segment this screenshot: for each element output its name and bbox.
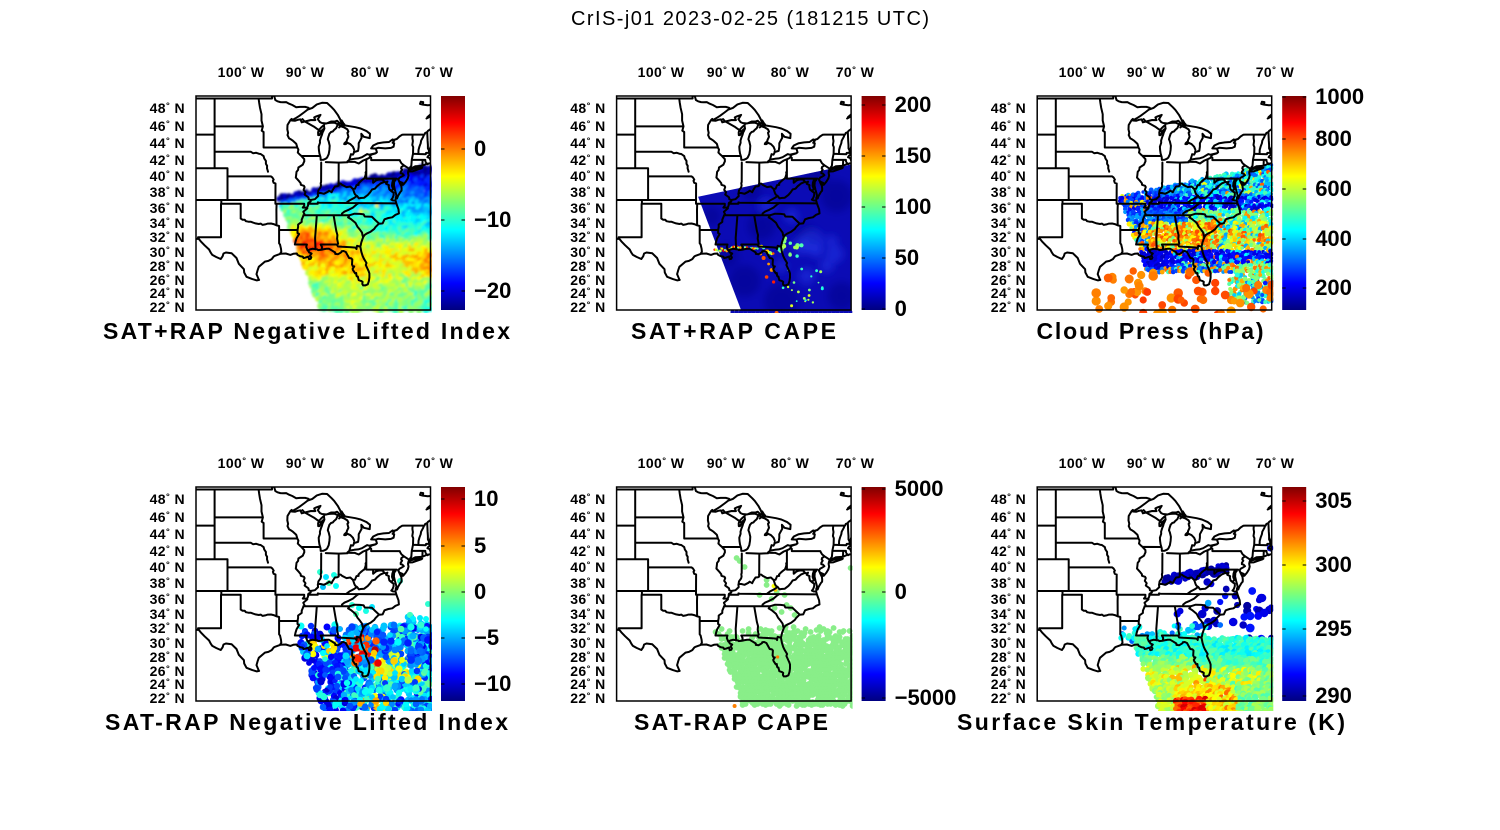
svg-text:0: 0 [474,579,486,604]
svg-text:1000: 1000 [1315,84,1364,109]
svg-text:0: 0 [895,296,907,321]
svg-text:100° W: 100° W [218,455,265,471]
svg-text:−5: −5 [474,625,499,650]
svg-text:5: 5 [474,533,486,558]
svg-text:150: 150 [895,143,932,168]
svg-text:−20: −20 [474,278,511,303]
svg-text:200: 200 [895,92,932,117]
svg-text:400: 400 [1315,226,1352,251]
svg-text:100: 100 [895,194,932,219]
svg-text:−10: −10 [474,207,511,232]
svg-text:SAT-RAP Negative Lifted Index: SAT-RAP Negative Lifted Index [105,709,508,735]
svg-text:CrIS-j01 2023-02-25 (181215 UT: CrIS-j01 2023-02-25 (181215 UTC) [571,8,929,30]
svg-text:Cloud Press (hPa): Cloud Press (hPa) [1037,318,1264,344]
svg-text:200: 200 [1315,275,1352,300]
svg-text:10: 10 [474,486,498,511]
svg-text:0: 0 [474,136,486,161]
svg-text:50: 50 [895,245,919,270]
svg-text:100° W: 100° W [218,64,265,80]
svg-text:100° W: 100° W [638,64,685,80]
svg-text:100° W: 100° W [1059,64,1106,80]
svg-text:−10: −10 [474,671,511,696]
svg-text:SAT+RAP CAPE: SAT+RAP CAPE [631,318,836,344]
svg-text:800: 800 [1315,126,1352,151]
svg-text:600: 600 [1315,176,1352,201]
